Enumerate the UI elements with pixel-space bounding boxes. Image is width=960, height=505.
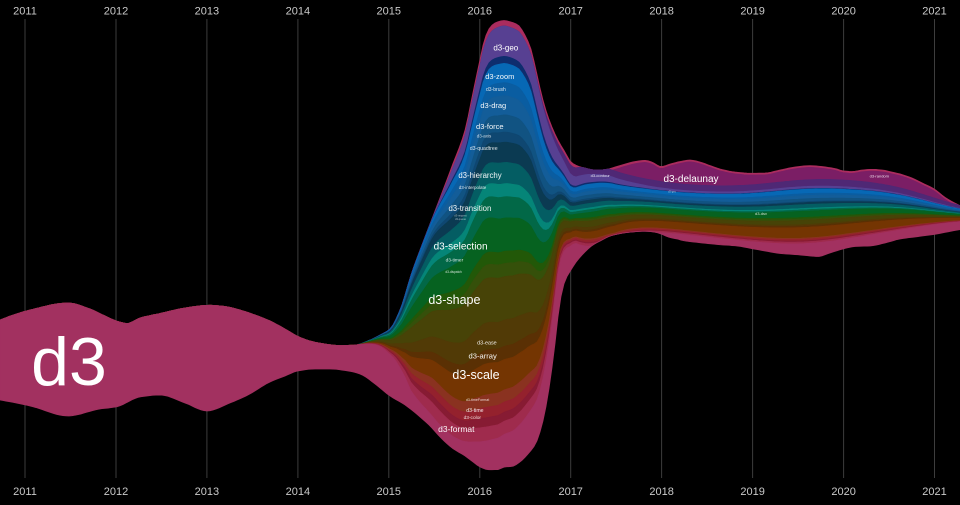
svg-text:2016: 2016 bbox=[468, 6, 492, 18]
svg-text:d3-shape: d3-shape bbox=[428, 293, 480, 307]
svg-text:2015: 2015 bbox=[377, 6, 401, 18]
svg-text:2011: 2011 bbox=[13, 6, 37, 18]
svg-text:d3-hierarchy: d3-hierarchy bbox=[458, 171, 501, 180]
svg-text:d3-contour: d3-contour bbox=[591, 173, 611, 178]
svg-text:d3-array: d3-array bbox=[469, 351, 497, 360]
svg-text:d3-format: d3-format bbox=[438, 424, 475, 434]
svg-text:2018: 2018 bbox=[649, 6, 673, 18]
svg-text:d3-color: d3-color bbox=[464, 415, 482, 421]
svg-text:d3-brush: d3-brush bbox=[486, 87, 506, 93]
svg-text:d3-quadtree: d3-quadtree bbox=[470, 146, 498, 152]
svg-text:2017: 2017 bbox=[558, 486, 582, 498]
svg-text:d3-dispatch: d3-dispatch bbox=[445, 270, 462, 274]
svg-text:2019: 2019 bbox=[740, 6, 764, 18]
svg-text:2013: 2013 bbox=[195, 486, 219, 498]
svg-text:2019: 2019 bbox=[740, 486, 764, 498]
svg-text:d3-ease: d3-ease bbox=[477, 341, 496, 347]
svg-text:d3-transition: d3-transition bbox=[448, 204, 491, 213]
svg-text:d3-interpolate: d3-interpolate bbox=[459, 185, 487, 190]
svg-text:2021: 2021 bbox=[922, 486, 946, 498]
svg-text:d3-dsv: d3-dsv bbox=[755, 211, 767, 216]
svg-text:d3-request: d3-request bbox=[454, 214, 467, 218]
svg-text:d3-drag: d3-drag bbox=[480, 101, 506, 110]
svg-text:d3-scale: d3-scale bbox=[452, 368, 499, 382]
svg-text:2015: 2015 bbox=[377, 486, 401, 498]
svg-text:2014: 2014 bbox=[286, 6, 310, 18]
svg-text:2018: 2018 bbox=[649, 486, 673, 498]
svg-text:d3-zoom: d3-zoom bbox=[485, 72, 514, 81]
svg-text:2012: 2012 bbox=[104, 486, 128, 498]
svg-text:d3-queue: d3-queue bbox=[455, 217, 467, 221]
svg-text:d3-time: d3-time bbox=[466, 408, 483, 414]
svg-text:2012: 2012 bbox=[104, 6, 128, 18]
svg-text:d3-delaunay: d3-delaunay bbox=[663, 174, 718, 185]
svg-text:2021: 2021 bbox=[922, 6, 946, 18]
svg-text:d3-geo: d3-geo bbox=[493, 43, 518, 52]
svg-text:2020: 2020 bbox=[831, 6, 855, 18]
svg-text:2014: 2014 bbox=[286, 486, 310, 498]
svg-text:d3-force: d3-force bbox=[476, 122, 504, 131]
svg-text:d3-timer: d3-timer bbox=[446, 257, 464, 263]
svg-text:2013: 2013 bbox=[195, 6, 219, 18]
svg-text:2016: 2016 bbox=[468, 486, 492, 498]
svg-text:d3-axis: d3-axis bbox=[477, 133, 492, 138]
svg-text:d3-timeFormat: d3-timeFormat bbox=[466, 398, 489, 402]
svg-text:d3-selection: d3-selection bbox=[434, 242, 488, 253]
svg-text:2020: 2020 bbox=[831, 486, 855, 498]
svg-text:d3: d3 bbox=[31, 324, 107, 400]
svg-text:d3-geo: d3-geo bbox=[668, 190, 677, 194]
svg-text:d3-random: d3-random bbox=[870, 174, 890, 179]
svg-text:2017: 2017 bbox=[558, 6, 582, 18]
svg-text:2011: 2011 bbox=[13, 486, 37, 498]
